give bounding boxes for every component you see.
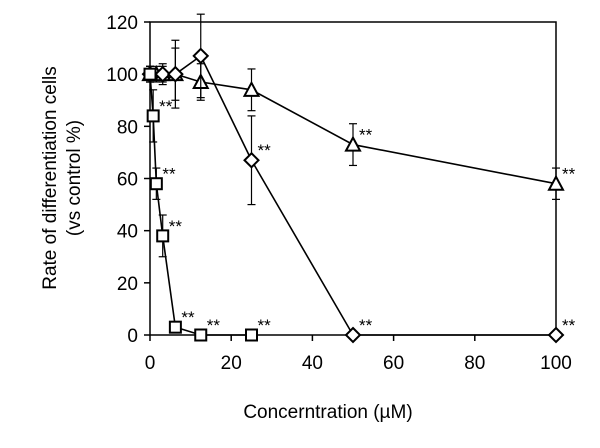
x-tick-label: 40 (302, 353, 323, 374)
x-tick-label: 0 (145, 353, 156, 374)
data-point-diamond (166, 65, 184, 83)
y-tick-label: 100 (106, 65, 138, 86)
y-axis: 0 20 40 60 80 100 120 (106, 13, 150, 347)
y-tick-label: 20 (117, 274, 138, 295)
significance-label: ** (258, 316, 272, 335)
y-tick-label: 40 (117, 222, 138, 243)
x-axis-title: Concerntration (µM) (243, 402, 412, 423)
x-tick-label: 20 (221, 353, 242, 374)
significance-label: ** (162, 165, 176, 184)
data-point-square (143, 67, 157, 81)
data-point-square (245, 328, 258, 342)
plot-frame (149, 21, 557, 336)
significance-label: ** (181, 308, 195, 327)
x-tick-label: 80 (464, 353, 485, 374)
y-tick-label: 80 (117, 117, 138, 138)
data-point-triangle (344, 135, 362, 152)
x-axis: 0 20 40 60 80 100 (145, 335, 572, 374)
x-tick-label: 100 (540, 353, 572, 374)
data-point-diamond (547, 326, 565, 344)
y-axis-title-line-1: Rate of differentiation cells (40, 66, 61, 290)
series-layer: ** ** ** ** ** ** ** ** ** ** ** (141, 13, 576, 344)
significance-label: ** (562, 316, 576, 335)
data-point-square (146, 109, 160, 123)
y-tick-label: 60 (117, 170, 138, 191)
significance-label: ** (169, 217, 183, 236)
data-point-triangle (242, 80, 261, 97)
series-line (150, 54, 556, 336)
data-point-diamond (344, 326, 362, 344)
significance-label: ** (258, 141, 272, 160)
data-point-square (156, 229, 170, 243)
data-point-square (149, 177, 163, 191)
x-tick-label: 60 (383, 353, 404, 374)
data-point-square (168, 320, 182, 334)
significance-label: ** (562, 165, 576, 184)
significance-label: ** (207, 316, 221, 335)
significance-label: ** (359, 316, 373, 335)
data-point-diamond (192, 47, 210, 65)
data-point-diamond (243, 151, 260, 169)
y-axis-title-line-2: (vs control %) (64, 120, 85, 236)
significance-label: ** (359, 126, 373, 145)
data-point-square (194, 328, 208, 342)
data-point-diamond (154, 65, 172, 83)
data-point-triangle (547, 174, 565, 191)
series-diamond: ** ** ** (141, 13, 576, 344)
series-square: ** ** ** ** ** ** (143, 65, 272, 342)
significance-label: ** (159, 97, 173, 116)
y-tick-label: 0 (127, 326, 138, 347)
y-tick-label: 120 (106, 13, 138, 34)
